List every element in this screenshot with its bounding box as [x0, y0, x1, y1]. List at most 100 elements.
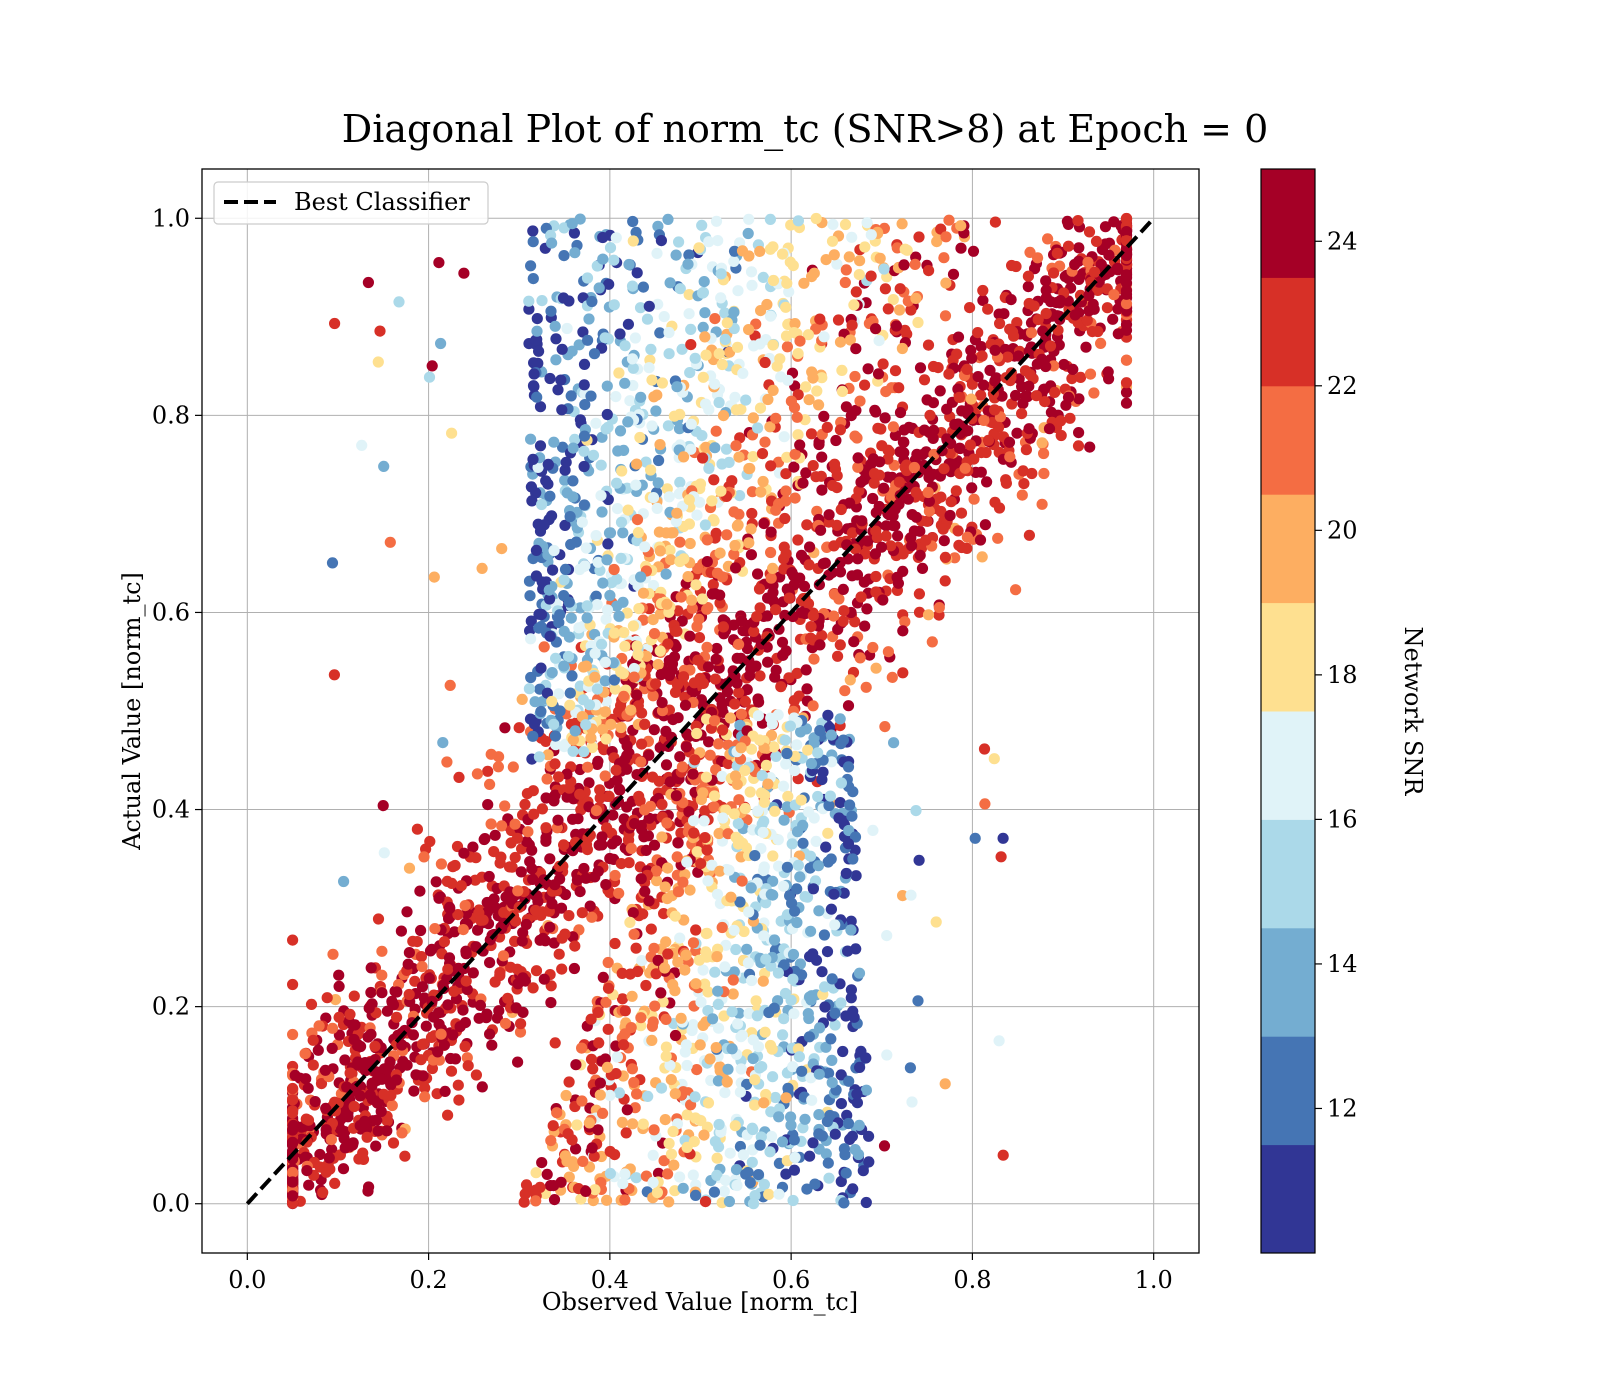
scatter-point [604, 852, 616, 865]
scatter-point [574, 788, 586, 800]
scatter-point [876, 440, 888, 452]
scatter-point [709, 313, 721, 325]
scatter-point [1089, 266, 1101, 278]
scatter-point [1086, 326, 1098, 338]
scatter-point [525, 633, 537, 645]
scatter-point [933, 602, 945, 614]
scatter-point [945, 496, 957, 508]
scatter-point [621, 1104, 633, 1116]
scatter-point [862, 535, 874, 547]
scatter-point [709, 966, 721, 978]
scatter-point [559, 1150, 572, 1162]
scatter-point [865, 229, 877, 241]
scatter-point [592, 1006, 604, 1019]
scatter-point [859, 620, 871, 632]
scatter-point [749, 1099, 761, 1111]
scatter-point [981, 476, 993, 488]
scatter-point [703, 462, 715, 474]
scatter-point [730, 440, 742, 452]
scatter-point [1019, 365, 1032, 377]
scatter-point [653, 454, 665, 467]
scatter-point [753, 696, 765, 708]
scatter-point [867, 824, 879, 837]
scatter-point [448, 926, 461, 938]
scatter-point [654, 439, 666, 451]
scatter-point [794, 335, 806, 347]
scatter-point [662, 638, 674, 650]
scatter-point [860, 1052, 872, 1064]
scatter-point [846, 527, 859, 539]
scatter-point [627, 235, 639, 247]
scatter-point [768, 741, 780, 753]
scatter-point [802, 1008, 814, 1020]
scatter-point [802, 329, 815, 341]
scatter-point [861, 603, 873, 615]
scatter-point [578, 379, 590, 391]
scatter-point [1101, 302, 1113, 314]
scatter-point [414, 885, 426, 897]
scatter-point [1103, 373, 1115, 385]
scatter-point [526, 863, 538, 875]
scatter-point [825, 756, 838, 768]
scatter-point [442, 999, 454, 1011]
scatter-point [584, 900, 596, 912]
scatter-point [562, 650, 575, 663]
colorbar-swatch [1261, 711, 1315, 820]
scatter-point [734, 1086, 747, 1098]
scatter-point [577, 661, 590, 673]
scatter-point [765, 572, 777, 584]
scatter-point [764, 213, 777, 225]
scatter-point [826, 1077, 838, 1089]
scatter-point [493, 1005, 505, 1017]
scatter-point [801, 519, 813, 531]
scatter-point [552, 384, 564, 396]
scatter-point [307, 1034, 319, 1046]
scatter-point [835, 1069, 847, 1081]
scatter-point [899, 616, 911, 628]
scatter-point [527, 873, 539, 886]
scatter-point [834, 336, 847, 348]
scatter-point [870, 570, 882, 583]
scatter-point [821, 946, 834, 958]
scatter-point [955, 507, 968, 519]
scatter-point [667, 979, 679, 991]
scatter-point [1038, 383, 1050, 395]
scatter-point [693, 242, 705, 254]
scatter-point [344, 1067, 356, 1079]
scatter-point [715, 268, 727, 280]
scatter-point [845, 924, 857, 936]
scatter-point [744, 1177, 756, 1189]
scatter-point [826, 1054, 838, 1066]
scatter-point [614, 425, 627, 437]
scatter-point [408, 1085, 420, 1097]
scatter-point [712, 235, 724, 247]
scatter-point [788, 327, 800, 339]
scatter-point [815, 524, 827, 536]
scatter-point [529, 696, 541, 708]
scatter-point [448, 985, 460, 997]
scatter-point [726, 1043, 738, 1055]
scatter-point [729, 1120, 741, 1132]
scatter-point [792, 429, 804, 441]
scatter-point [821, 1115, 834, 1128]
scatter-point [927, 468, 939, 480]
scatter-point [879, 721, 891, 733]
scatter-point [816, 630, 828, 642]
scatter-point [767, 562, 779, 575]
scatter-point [730, 404, 743, 416]
scatter-point [1024, 246, 1036, 258]
scatter-point [610, 1068, 622, 1080]
scatter-point [710, 653, 722, 665]
scatter-point [597, 724, 609, 736]
scatter-point [457, 1004, 469, 1016]
scatter-point [541, 773, 553, 785]
scatter-point [665, 1148, 678, 1160]
scatter-point [1084, 441, 1096, 453]
scatter-point [655, 235, 668, 247]
scatter-point [847, 853, 859, 865]
scatter-point [580, 872, 592, 884]
scatter-point [514, 1026, 527, 1038]
scatter-point [600, 613, 612, 625]
scatter-point [749, 1190, 761, 1202]
scatter-point [378, 460, 390, 472]
